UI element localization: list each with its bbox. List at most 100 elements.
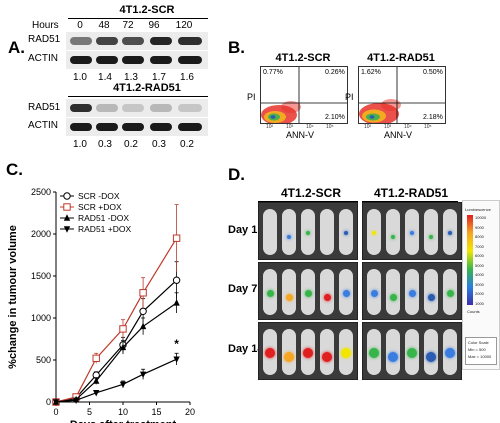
tumour-signal-spot xyxy=(323,293,331,301)
series-line xyxy=(55,237,178,403)
mouse-bioluminescence-image xyxy=(258,322,358,380)
significance-annotation: * xyxy=(174,337,179,351)
y-tick-label: 1000 xyxy=(31,313,51,323)
tumour-signal-spot xyxy=(426,352,436,362)
tumour-signal-spot xyxy=(341,348,351,358)
tumour-signal-spot xyxy=(391,235,395,239)
tumour-signal-spot xyxy=(445,348,455,358)
data-point xyxy=(63,226,71,233)
colorbar-units: Counts xyxy=(467,309,480,314)
facs1-xtick: 10² xyxy=(266,124,274,130)
data-point xyxy=(93,377,100,384)
panel-a-letter: A. xyxy=(8,38,25,57)
facs2-title: 4T1.2-RAD51 xyxy=(367,52,435,64)
facs1-q-lower-right: 2.10% xyxy=(325,114,345,121)
colorbar-tick-label: 7000 xyxy=(475,243,484,249)
blot2-actin-band xyxy=(70,123,92,131)
facs1-scatter xyxy=(261,67,347,123)
blot1-actin-label: ACTIN xyxy=(28,53,58,64)
blot2-ratio: 0.2 xyxy=(124,139,138,150)
tumour-signal-spot xyxy=(427,293,435,301)
x-tick-label: 20 xyxy=(185,407,195,417)
blot2-actin-band-row xyxy=(66,118,208,136)
tumour-signal-spot xyxy=(410,231,414,235)
tumour-signal-spot xyxy=(429,235,433,239)
blot1-rad51-band xyxy=(150,37,172,45)
mouse-silhouette xyxy=(424,209,438,255)
panel-b-letter: B. xyxy=(228,38,245,57)
series-line xyxy=(55,279,178,403)
luminescence-colorbar-panel: Luminescence 10000 9000 8000 7000 6000 5000 40… xyxy=(462,200,500,370)
blot2-rad51-band xyxy=(178,104,202,112)
tumour-signal-spot xyxy=(265,348,275,358)
tumour-signal-spot xyxy=(284,352,294,362)
colorbar-tick-label: 8000 xyxy=(475,234,484,239)
facs2-q-lower-right: 2.18% xyxy=(423,114,443,121)
mouse-silhouette xyxy=(282,209,296,255)
tumour-signal-spot xyxy=(322,352,332,362)
x-tick-label: 0 xyxy=(53,407,58,417)
tumour-signal-spot xyxy=(389,293,397,301)
colorbar-tick-label: 9000 xyxy=(475,224,484,230)
blot1-rad51-band xyxy=(122,37,144,45)
blot2-actin-label: ACTIN xyxy=(28,120,58,131)
data-point xyxy=(172,276,181,284)
data-point xyxy=(92,354,100,363)
facs1-x-label: ANN-V xyxy=(286,130,315,140)
data-point xyxy=(119,381,127,389)
hour-48: 48 xyxy=(98,20,110,31)
facs2-xtick: 10⁵ xyxy=(424,124,432,130)
data-point xyxy=(72,397,80,405)
colorbar-tick-label: 1000 xyxy=(475,300,484,306)
x-tick-label: 10 xyxy=(118,407,128,417)
mice-col-rule-rad51 xyxy=(362,201,458,202)
blot1-rad51-label: RAD51 xyxy=(28,34,61,45)
colorbar-tick-label: 10000 xyxy=(475,215,487,220)
facs2-scatter xyxy=(359,67,445,123)
data-point xyxy=(139,371,147,378)
blot2-ratio: 1.0 xyxy=(73,139,87,150)
blot2-rad51-band xyxy=(122,104,144,112)
mice-col-title-rad51: 4T1.2-RAD51 xyxy=(373,186,449,200)
data-point xyxy=(63,192,71,200)
blot2-ratio: 0.3 xyxy=(152,139,166,150)
blot1-rad51-band-row xyxy=(66,32,208,50)
legend-label: RAD51 -DOX xyxy=(78,213,129,223)
colorbar-tick-label: 4000 xyxy=(475,272,484,277)
blot2-actin-band xyxy=(122,123,144,131)
blot1-rad51-band xyxy=(70,37,92,45)
colorbar-title: Luminescence xyxy=(465,207,491,212)
colorbar-gradient xyxy=(467,215,473,305)
tumour-signal-spot xyxy=(370,289,378,297)
blot1-title-rule xyxy=(68,18,208,19)
blot1-rad51-band xyxy=(96,37,118,45)
blot2-title-rule xyxy=(68,96,208,97)
panel-d-letter: D. xyxy=(228,165,245,184)
mouse-bioluminescence-image xyxy=(362,202,462,260)
data-point xyxy=(172,234,181,242)
y-tick-label: 1500 xyxy=(31,271,51,281)
facs1-xtick: 10³ xyxy=(286,124,294,130)
facs2-q-upper-right: 0.50% xyxy=(423,69,443,76)
blot1-actin-band xyxy=(178,56,202,64)
mouse-silhouette xyxy=(320,209,334,255)
data-point xyxy=(173,299,180,306)
y-tick-label: 2500 xyxy=(31,187,51,197)
tumour-signal-spot xyxy=(266,289,274,297)
mouse-bioluminescence-image xyxy=(362,262,462,320)
tumour-signal-spot xyxy=(446,289,454,297)
blot1-ratio: 1.7 xyxy=(152,72,166,83)
data-point xyxy=(52,399,60,406)
tumour-signal-spot xyxy=(372,231,376,235)
blot1-title: 4T1.2-SCR xyxy=(119,4,175,16)
mouse-bioluminescence-image xyxy=(258,262,358,320)
series-line xyxy=(55,358,177,403)
data-point xyxy=(139,307,147,315)
mouse-silhouette xyxy=(386,209,400,255)
mice-col-rule-scr xyxy=(258,201,358,202)
hour-120: 120 xyxy=(175,20,193,31)
blot2-rad51-label: RAD51 xyxy=(28,102,61,113)
facs1-q-upper-left: 0.77% xyxy=(263,69,283,76)
mouse-silhouette xyxy=(263,209,277,255)
blot1-rad51-band xyxy=(178,37,202,45)
